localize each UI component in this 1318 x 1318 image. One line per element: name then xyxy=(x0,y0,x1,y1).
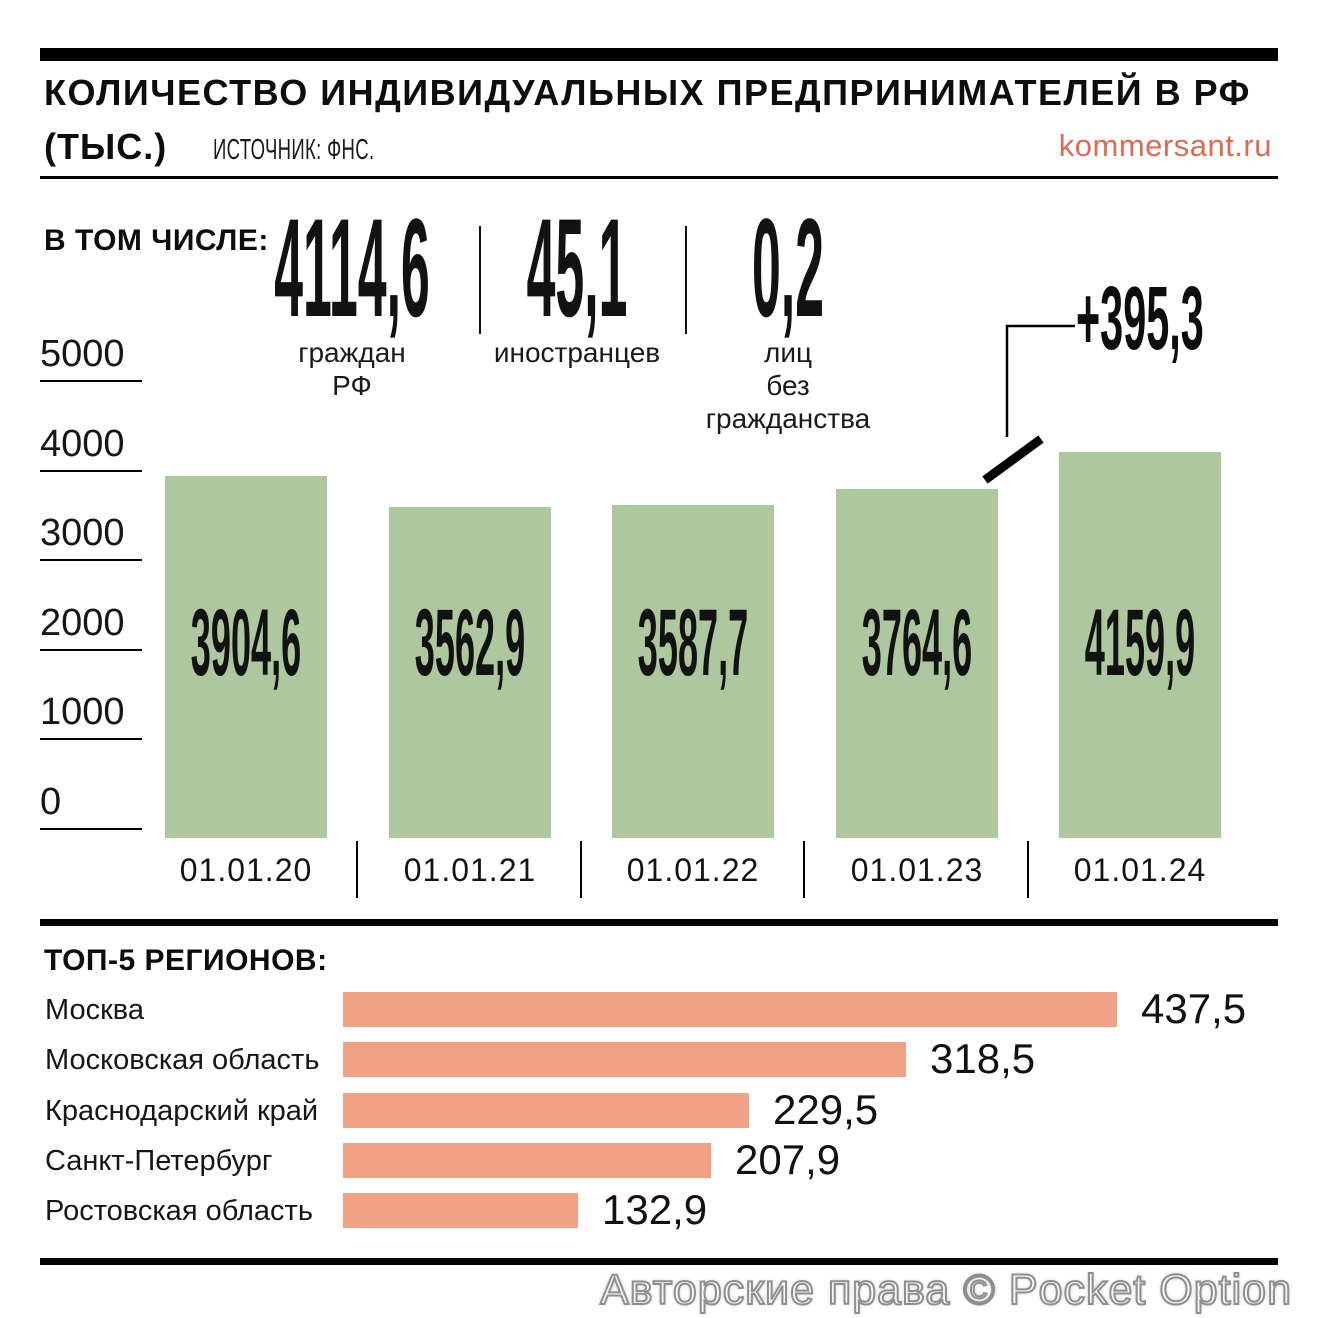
stat-divider xyxy=(685,226,687,334)
ytick-line xyxy=(40,380,142,382)
region-label: Санкт-Петербург xyxy=(45,1145,273,1177)
year-bar xyxy=(165,476,327,838)
top-rule xyxy=(40,48,1278,61)
year-bar-value: 3587,7 xyxy=(637,590,749,696)
region-value: 207,9 xyxy=(735,1136,841,1183)
region-value: 437,5 xyxy=(1141,985,1247,1032)
subtitle-row: (ТЫС.) ИСТОЧНИК: ФНС. xyxy=(44,126,466,168)
ytick-line xyxy=(40,469,142,472)
regions-title: ТОП-5 РЕГИОНОВ: xyxy=(44,944,328,977)
ytick-line xyxy=(40,648,142,651)
year-bar-value: 3562,9 xyxy=(414,590,526,696)
year-bar xyxy=(836,489,998,838)
region-label: Московская область xyxy=(45,1044,320,1076)
year-label: 01.01.24 xyxy=(1073,852,1207,888)
region-bar xyxy=(343,1042,906,1077)
ytick: 4000 xyxy=(40,424,142,472)
year-label: 01.01.22 xyxy=(626,852,760,888)
ytick-label: 2000 xyxy=(40,601,125,644)
stat-value: 4114,6 xyxy=(274,189,430,346)
ytick: 5000 xyxy=(40,334,142,382)
year-label: 01.01.20 xyxy=(179,852,313,888)
breakdown-label: В ТОМ ЧИСЛЕ: xyxy=(44,224,269,257)
ytick-label: 4000 xyxy=(40,422,125,465)
ytick-label: 1000 xyxy=(40,691,125,734)
region-bar xyxy=(343,992,1117,1027)
stat-divider xyxy=(479,226,481,334)
region-value: 318,5 xyxy=(930,1035,1036,1082)
region-bar xyxy=(343,1093,749,1128)
region-value: 132,9 xyxy=(602,1186,708,1233)
year-bar-value: 3904,6 xyxy=(190,590,302,696)
year-label: 01.01.21 xyxy=(403,852,537,888)
region-label: Москва xyxy=(45,994,145,1026)
ytick: 3000 xyxy=(40,512,142,562)
region-label: Краснодарский край xyxy=(45,1095,319,1127)
year-bar-value: 3764,6 xyxy=(861,590,973,696)
header-divider xyxy=(40,176,1278,179)
ytick: 1000 xyxy=(40,691,142,741)
growth-annotation: +395,3 xyxy=(1076,269,1204,369)
ytick-line xyxy=(40,828,142,830)
xaxis-separator xyxy=(356,841,358,898)
year-label: 01.01.23 xyxy=(850,852,984,888)
watermark: Авторские права © Pocket Option xyxy=(599,1265,1292,1315)
stat-value: 0,2 xyxy=(751,189,825,346)
xaxis-separator xyxy=(1027,841,1029,898)
ytick: 2000 xyxy=(40,603,142,651)
year-bar-value: 4159,9 xyxy=(1084,590,1196,696)
source-label: ИСТОЧНИК: ФНС. xyxy=(213,134,375,166)
site-link[interactable]: kommersant.ru xyxy=(1058,128,1272,163)
year-bar xyxy=(389,507,551,838)
stat-label: граждан РФ xyxy=(298,337,406,401)
page-title: КОЛИЧЕСТВО ИНДИВИДУАЛЬНЫХ ПРЕДПРИНИМАТЕЛ… xyxy=(44,72,1251,113)
stat-value: 45,1 xyxy=(526,189,628,346)
section-divider xyxy=(40,919,1278,926)
region-value: 229,5 xyxy=(773,1086,879,1133)
region-bar xyxy=(343,1143,711,1178)
region-bar xyxy=(343,1193,578,1228)
region-label: Ростовская область xyxy=(45,1195,313,1227)
ytick-label: 3000 xyxy=(40,512,125,555)
stat-label: иностранцев xyxy=(493,337,661,368)
unit-label: (ТЫС.) xyxy=(44,126,168,167)
stat-label: лиц без гражданства xyxy=(705,337,871,434)
year-bar xyxy=(612,505,774,838)
ytick-line xyxy=(40,559,142,562)
year-bar xyxy=(1059,452,1221,838)
xaxis-separator xyxy=(580,841,582,898)
bottom-rule xyxy=(40,1258,1278,1265)
ytick-line xyxy=(40,738,142,741)
ytick: 0 xyxy=(40,782,142,830)
ytick-label: 5000 xyxy=(40,333,125,375)
xaxis-separator xyxy=(803,841,805,898)
ytick-label: 0 xyxy=(40,781,62,823)
